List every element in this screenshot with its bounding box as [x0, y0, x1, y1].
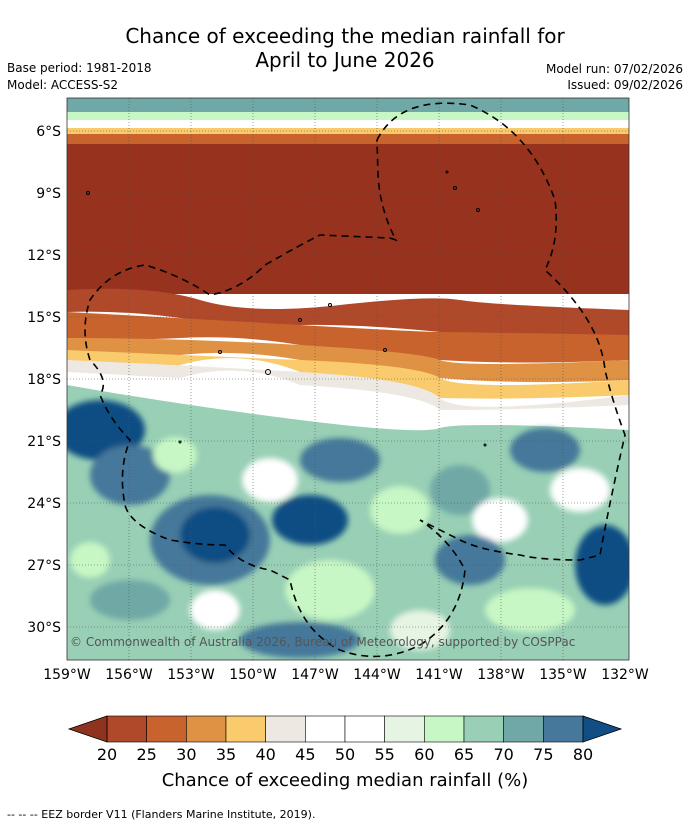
lon-label: 159°W	[43, 667, 91, 683]
colorbar-low-arrow	[67, 715, 108, 743]
colorbar-tick-label: 70	[493, 745, 514, 764]
colorbar-label: Chance of exceeding median rainfall (%)	[161, 770, 529, 791]
colorbar-high-arrow	[582, 715, 623, 743]
graticule	[67, 98, 629, 660]
colorbar-tick-label: 20	[96, 745, 118, 764]
lat-label: 24°S	[27, 496, 61, 512]
colorbar-swatch	[543, 715, 584, 743]
colorbar-swatch	[503, 715, 544, 743]
colorbar-swatch	[384, 715, 425, 743]
map-title-line2: April to June 2026	[255, 48, 435, 72]
base-period: Base period: 1981-2018	[7, 61, 152, 75]
colorbar-tick-label: 25	[136, 745, 157, 764]
colorbar-swatches	[106, 715, 584, 743]
lat-label: 18°S	[27, 372, 61, 388]
lat-label: 6°S	[36, 124, 61, 140]
lat-label: 30°S	[27, 620, 61, 636]
colorbar-swatch	[186, 715, 227, 743]
lat-label: 15°S	[27, 310, 61, 326]
lon-label: 135°W	[539, 667, 587, 683]
colorbar-tick-label: 50	[334, 745, 356, 764]
colorbar-swatch	[344, 715, 385, 743]
colorbar-tick-label: 45	[295, 745, 316, 764]
lon-label: 144°W	[353, 667, 401, 683]
colorbar-tick-label: 60	[414, 745, 435, 764]
colorbar-swatch	[424, 715, 465, 743]
colorbar-tick-label: 75	[533, 745, 554, 764]
forecast-map: © Commonwealth of Australia 2026, Bureau…	[27, 97, 649, 683]
colorbar-swatch	[463, 715, 504, 743]
copyright-notice: © Commonwealth of Australia 2026, Bureau…	[70, 635, 575, 649]
colorbar	[67, 715, 623, 743]
eez-legend: -- -- -- EEZ border V11 (Flanders Marine…	[7, 808, 316, 821]
map-title-line1: Chance of exceeding the median rainfall …	[125, 24, 565, 48]
islands	[86, 170, 487, 447]
colorbar-swatch	[106, 715, 147, 743]
lon-label: 156°W	[105, 667, 153, 683]
lat-label: 9°S	[36, 186, 61, 202]
colorbar-swatch	[225, 715, 266, 743]
colorbar-tick-label: 55	[374, 745, 395, 764]
lat-label: 21°S	[27, 434, 61, 450]
colorbar-swatch	[146, 715, 187, 743]
longitude-labels: 159°W 156°W 153°W 150°W 147°W 144°W 141°…	[43, 667, 649, 683]
colorbar-tick-label: 40	[255, 745, 276, 764]
latitude-labels: 6°S 9°S 12°S 15°S 18°S 21°S 24°S 27°S 30…	[27, 124, 61, 636]
lon-label: 141°W	[415, 667, 463, 683]
colorbar-swatch	[305, 715, 346, 743]
lon-label: 138°W	[477, 667, 525, 683]
colorbar-tick-label: 35	[215, 745, 237, 764]
issued-date: Issued: 09/02/2026	[567, 78, 683, 92]
colorbar-tick-label: 65	[453, 745, 475, 764]
rainfall-field	[67, 98, 629, 660]
colorbar-tick-label: 80	[572, 745, 594, 764]
model-name: Model: ACCESS-S2	[7, 78, 119, 92]
colorbar-tick-label: 30	[176, 745, 197, 764]
lon-label: 150°W	[229, 667, 277, 683]
lon-label: 153°W	[167, 667, 215, 683]
colorbar-swatch	[265, 715, 306, 743]
lat-label: 12°S	[27, 248, 61, 264]
lat-label: 27°S	[27, 558, 61, 574]
lon-label: 132°W	[601, 667, 649, 683]
lon-label: 147°W	[291, 667, 339, 683]
model-run-date: Model run: 07/02/2026	[545, 62, 683, 76]
eez-border	[84, 102, 626, 658]
